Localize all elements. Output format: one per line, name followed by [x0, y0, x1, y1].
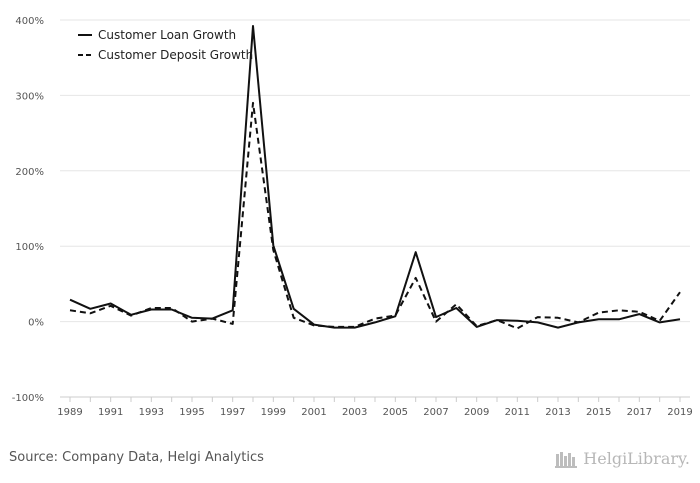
legend-label: Customer Deposit Growth: [98, 48, 253, 62]
x-tick-label: 2003: [342, 407, 367, 418]
y-tick-label: 200%: [15, 167, 44, 178]
series-lines: [69, 25, 681, 330]
x-tick-label: 2009: [464, 407, 489, 418]
y-tick-label: 100%: [15, 242, 44, 253]
series-line-customer-deposit-growth: [69, 101, 681, 330]
x-axis: 1989 1991 1993 1995 1997 1999 2001 2003 2005 2007…: [57, 396, 693, 418]
helgi-library-logo: HelgiLibrary.: [555, 449, 690, 468]
x-tick-label: 1997: [220, 407, 245, 418]
x-tick-label: 2005: [383, 407, 408, 418]
library-books-icon: [555, 451, 578, 468]
x-tick-label: 2013: [545, 407, 570, 418]
series-line-customer-loan-growth: [69, 25, 681, 329]
source-note: Source: Company Data, Helgi Analytics: [9, 450, 264, 465]
x-tick-label: 1999: [261, 407, 286, 418]
legend: Customer Loan Growth Customer Deposit Gro…: [78, 28, 253, 62]
y-tick-label: 300%: [15, 91, 44, 102]
x-tick-label: 1989: [57, 407, 82, 418]
y-tick-label: -100%: [12, 393, 44, 404]
x-tick-label: 2015: [586, 407, 611, 418]
x-tick-label: 2007: [423, 407, 448, 418]
x-tick-label: 1991: [98, 407, 123, 418]
y-tick-label: 400%: [15, 16, 44, 27]
legend-label: Customer Loan Growth: [98, 28, 236, 42]
x-tick-label: 1993: [139, 407, 164, 418]
x-tick-label: 2019: [667, 407, 692, 418]
y-axis: -100% 0% 100% 200% 300% 400%: [12, 16, 44, 404]
line-chart: 1989 1991 1993 1995 1997 1999 2001 2003 2005 2007…: [12, 16, 693, 418]
logo-text: HelgiLibrary.: [583, 449, 690, 468]
x-tick-label: 2017: [627, 407, 652, 418]
x-tick-label: 2001: [301, 407, 326, 418]
x-tick-label: 2011: [505, 407, 530, 418]
gridlines: [60, 19, 690, 398]
x-tick-label: 1995: [179, 407, 204, 418]
y-tick-label: 0%: [28, 318, 44, 329]
